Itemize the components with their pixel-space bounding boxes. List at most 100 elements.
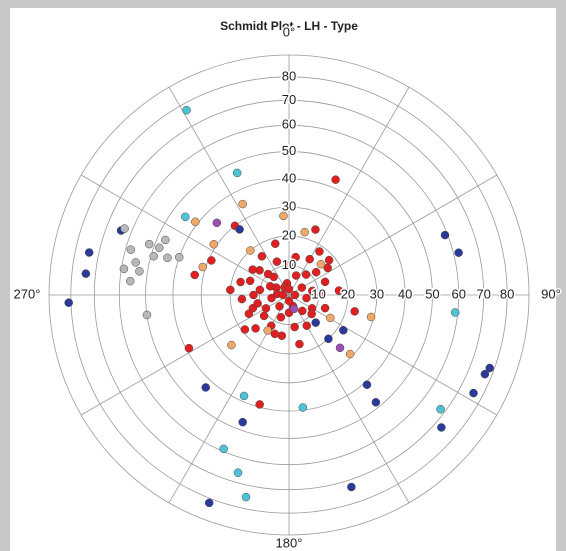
point [64, 298, 73, 307]
point [320, 277, 330, 287]
point [275, 302, 284, 311]
point [278, 290, 288, 300]
plot-background [10, 8, 556, 551]
point [190, 270, 199, 280]
point [84, 248, 94, 257]
point [241, 492, 251, 502]
point [347, 482, 356, 492]
point [345, 349, 355, 359]
r-tick-label: 10 [311, 286, 325, 301]
point [239, 391, 249, 401]
point [301, 270, 311, 279]
point [480, 369, 490, 379]
point [437, 423, 446, 432]
point [263, 269, 273, 279]
point [350, 307, 359, 316]
point [324, 255, 334, 265]
point [298, 306, 307, 316]
point [249, 290, 258, 300]
point [485, 363, 494, 373]
point [181, 212, 190, 222]
point [295, 339, 304, 349]
point [265, 281, 275, 291]
point [300, 227, 309, 237]
point [436, 404, 445, 414]
grid-spoke [168, 86, 290, 296]
point [251, 324, 260, 333]
point [227, 340, 236, 350]
grid-spoke [288, 174, 498, 296]
r-tick-label: 50 [425, 286, 439, 301]
point [155, 243, 164, 253]
point [201, 383, 211, 392]
point [248, 265, 257, 274]
r-tick-label: 20 [341, 286, 355, 301]
point [240, 325, 250, 334]
point [440, 230, 450, 240]
point [291, 252, 300, 262]
point [245, 276, 255, 286]
point [237, 294, 247, 304]
point [307, 309, 316, 319]
point [362, 380, 372, 389]
point [316, 259, 326, 269]
point [311, 225, 320, 234]
r-tick-label: 70 [282, 92, 296, 107]
point [326, 313, 335, 323]
point [454, 248, 463, 257]
point [226, 285, 235, 295]
point [315, 247, 324, 256]
r-tick-label: 30 [370, 286, 384, 301]
point [182, 105, 191, 115]
point [279, 211, 288, 221]
point [142, 310, 152, 320]
point [119, 264, 129, 274]
point [311, 267, 321, 277]
point [255, 285, 265, 295]
point [238, 199, 247, 209]
point [276, 312, 286, 322]
point [253, 299, 262, 308]
point [335, 343, 345, 353]
point [284, 284, 294, 294]
point [204, 498, 214, 508]
point [144, 239, 154, 249]
point [290, 290, 300, 300]
grid-spoke [288, 294, 498, 416]
point [120, 224, 129, 233]
r-tick-label: 80 [282, 68, 296, 83]
point [135, 267, 144, 276]
theta-tick-label: 180° [276, 535, 303, 550]
chart-title: Schmidt Plot - LH - Type [220, 19, 358, 33]
point [450, 308, 460, 317]
point [235, 225, 244, 234]
point [207, 256, 216, 265]
point [324, 334, 333, 344]
point [191, 217, 200, 227]
point [212, 218, 222, 228]
r-tick-label: 10 [282, 257, 296, 272]
point [246, 246, 255, 255]
grid-spoke [80, 174, 290, 296]
theta-tick-label: 90° [541, 286, 561, 301]
point [263, 326, 272, 335]
r-tick-label: 40 [398, 286, 412, 301]
point [257, 252, 267, 261]
point [174, 252, 184, 262]
r-tick-label: 30 [282, 199, 296, 214]
grid-spoke [80, 294, 290, 416]
point [298, 403, 308, 412]
point [149, 251, 158, 261]
point [284, 261, 294, 270]
point [244, 309, 254, 318]
point [334, 286, 344, 295]
point [184, 343, 194, 353]
point [317, 290, 326, 300]
point [302, 293, 311, 303]
point [469, 388, 478, 398]
r-tick-label: 70 [476, 286, 490, 301]
point [267, 293, 276, 303]
grid-spoke [288, 294, 410, 504]
point [311, 318, 320, 327]
